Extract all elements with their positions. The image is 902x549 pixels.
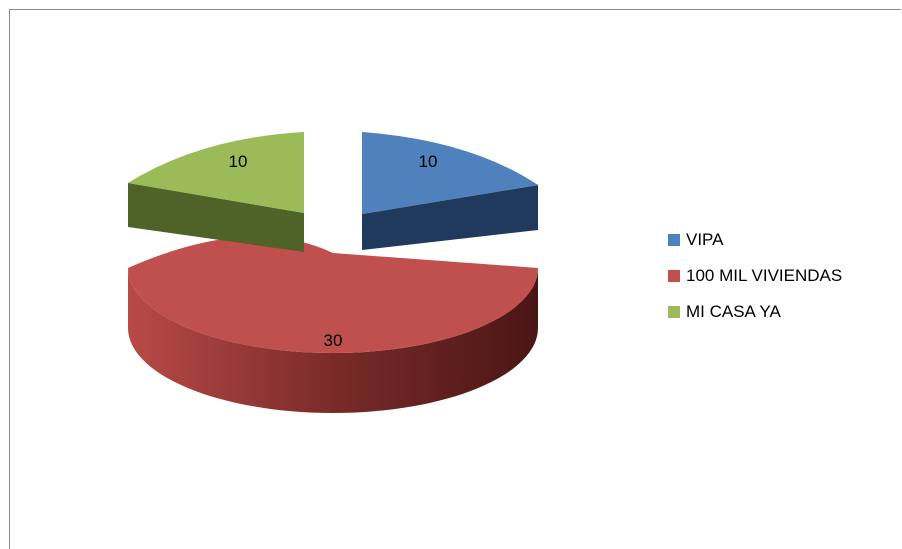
slice-side-vipa [362, 185, 538, 250]
legend-label-100-mil-viviendas: 100 MIL VIVIENDAS [686, 266, 843, 285]
legend-swatch-vipa [668, 234, 680, 246]
slice-side-mi-casa-ya [128, 183, 304, 252]
legend-swatch-mi-casa-ya [668, 306, 680, 318]
legend-item-100-mil-viviendas: 100 MIL VIVIENDAS [668, 258, 842, 294]
data-label-mi-casa-ya: 10 [229, 152, 248, 171]
legend-label-mi-casa-ya: MI CASA YA [686, 302, 781, 321]
chart-frame [9, 9, 901, 549]
slice-mi-casa-ya [128, 132, 304, 213]
data-label-100-mil-viviendas: 30 [324, 331, 343, 350]
slice-100-mil-viviendas [128, 236, 538, 353]
legend-swatch-100-mil-viviendas [668, 270, 680, 282]
data-label-vipa: 10 [419, 152, 438, 171]
slice-vipa [362, 132, 538, 214]
legend-item-vipa: VIPA [668, 222, 842, 258]
legend: VIPA 100 MIL VIVIENDAS MI CASA YA [668, 222, 842, 330]
slice-side-100-mil-viviendas [128, 268, 538, 413]
legend-item-mi-casa-ya: MI CASA YA [668, 294, 842, 330]
legend-label-vipa: VIPA [686, 230, 724, 249]
